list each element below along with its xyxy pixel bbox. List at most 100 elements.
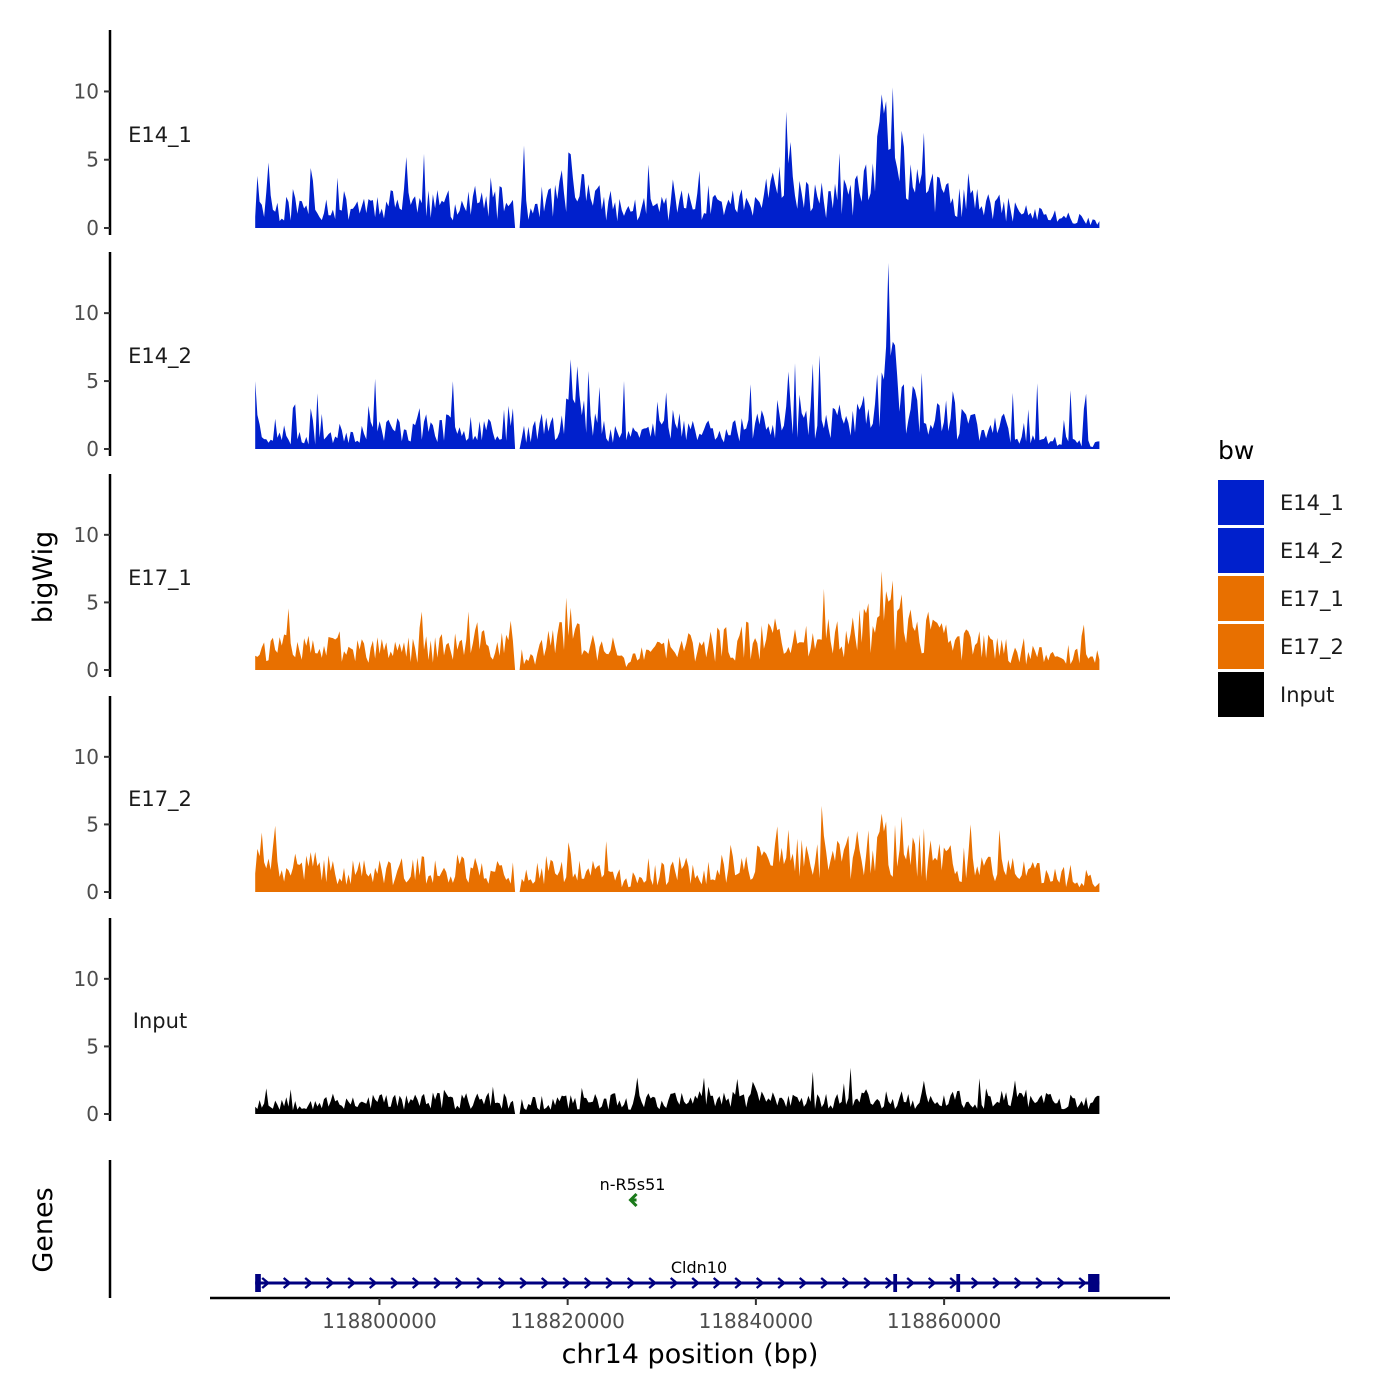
strand-arrow [454, 1277, 464, 1289]
y-tick-label: 10 [74, 523, 99, 547]
legend-swatch [1218, 480, 1264, 525]
y-tick-label: 10 [74, 967, 99, 991]
legend-item-e14-1: E14_1 [1218, 480, 1344, 525]
strand-arrow [433, 1277, 443, 1289]
strand-arrow [411, 1277, 421, 1289]
strand-arrow [562, 1277, 572, 1289]
gene-label: Cldn10 [671, 1258, 727, 1277]
y-tick-label: 10 [74, 745, 99, 769]
y-tick-label: 5 [86, 812, 99, 836]
legend-swatch [1218, 672, 1264, 717]
y-tick-label: 5 [86, 148, 99, 172]
legend-item-e14-2: E14_2 [1218, 528, 1344, 573]
strand-arrow [734, 1277, 744, 1289]
x-tick-label: 118800000 [322, 1309, 437, 1333]
strand-arrow [390, 1277, 400, 1289]
x-axis-title: chr14 position (bp) [562, 1339, 819, 1370]
strand-arrow [1056, 1277, 1066, 1289]
strand-arrow [927, 1277, 937, 1289]
strand-arrow [820, 1277, 830, 1289]
legend-label: E17_1 [1280, 587, 1344, 612]
track-label: Input [133, 1009, 187, 1033]
strand-arrow [304, 1277, 314, 1289]
strand-arrow [970, 1277, 980, 1289]
legend-swatch [1218, 528, 1264, 573]
strand-arrow [282, 1277, 292, 1289]
strand-arrow [540, 1277, 550, 1289]
strand-arrow [841, 1277, 851, 1289]
gene-cldn10: Cldn10 [255, 1258, 1100, 1292]
y-tick-label: 5 [86, 1034, 99, 1058]
signal-area-e14-1 [255, 87, 1100, 229]
strand-arrow [691, 1277, 701, 1289]
legend-label: E14_2 [1280, 539, 1344, 564]
strand-arrow [863, 1277, 873, 1289]
strand-arrow [712, 1277, 722, 1289]
strand-arrow [669, 1277, 679, 1289]
x-axis: 118800000 118820000 118840000 118860000 [210, 1296, 1170, 1333]
legend-label: Input [1280, 683, 1334, 707]
y-tick-label: 10 [74, 79, 99, 103]
y-tick-label: 0 [86, 880, 99, 904]
y-tick-label: 5 [86, 590, 99, 614]
y-tick-label: 10 [74, 301, 99, 325]
strand-arrow [777, 1277, 787, 1289]
legend-item-e17-1: E17_1 [1218, 576, 1344, 621]
strand-arrow [992, 1277, 1002, 1289]
track-label: E14_1 [128, 123, 192, 148]
strand-arrow [648, 1277, 658, 1289]
signal-area-e17-1 [255, 571, 1100, 670]
gene-label: n-R5s51 [600, 1175, 666, 1194]
y-tick-label: 0 [86, 658, 99, 682]
strand-arrow [628, 1192, 638, 1208]
strand-arrow [261, 1277, 271, 1289]
strand-arrow [949, 1277, 959, 1289]
track-label: E14_2 [128, 344, 192, 369]
track-label: E17_1 [128, 566, 192, 591]
strand-arrow [884, 1277, 894, 1289]
strand-arrow [497, 1277, 507, 1289]
legend: bw E14_1 E14_2 E17_1 E17_2 Input [1218, 436, 1344, 717]
strand-arrow [798, 1277, 808, 1289]
x-tick-label: 118820000 [510, 1309, 625, 1333]
exon [956, 1274, 961, 1292]
strand-arrow [1078, 1277, 1088, 1289]
genes-axis-title: Genes [28, 1187, 59, 1272]
y-tick-label: 0 [86, 216, 99, 240]
track-input: 0 5 10 Input [74, 918, 1100, 1126]
x-tick-label: 118860000 [887, 1309, 1002, 1333]
strand-arrow [605, 1277, 615, 1289]
legend-label: E17_2 [1280, 635, 1344, 660]
y-tick-label: 5 [86, 369, 99, 393]
bigwig-tracks: 0 5 10 E14_1 0 5 10 E14_2 0 5 10 E17_1 0 5 10 E17_2 0 5 10… [74, 30, 1100, 1126]
strand-arrow [1013, 1277, 1023, 1289]
y-tick-label: 0 [86, 437, 99, 461]
legend-label: E14_1 [1280, 491, 1344, 516]
track-e14-1: 0 5 10 E14_1 [74, 30, 1100, 240]
legend-title: bw [1218, 436, 1254, 465]
legend-item-e17-2: E17_2 [1218, 624, 1344, 669]
legend-item-input: Input [1218, 672, 1334, 717]
strand-arrow [519, 1277, 529, 1289]
track-e17-2: 0 5 10 E17_2 [74, 696, 1100, 904]
track-e14-2: 0 5 10 E14_2 [74, 252, 1100, 461]
y-axis-title: bigWig [28, 531, 59, 624]
exon [893, 1274, 898, 1292]
strand-arrow [347, 1277, 357, 1289]
gene-track: n-R5s51 Cldn10 [108, 1160, 1100, 1298]
strand-arrow [325, 1277, 335, 1289]
signal-area-input [255, 1067, 1100, 1114]
gene-n-r5s51: n-R5s51 [600, 1175, 666, 1208]
legend-swatch [1218, 624, 1264, 669]
strand-arrow [583, 1277, 593, 1289]
strand-arrow [368, 1277, 378, 1289]
strand-arrow [1035, 1277, 1045, 1289]
exon [255, 1274, 261, 1292]
strand-arrow [755, 1277, 765, 1289]
legend-swatch [1218, 576, 1264, 621]
exon [1088, 1274, 1100, 1292]
y-tick-label: 0 [86, 1102, 99, 1126]
track-label: E17_2 [128, 787, 192, 812]
signal-area-e17-2 [255, 805, 1100, 892]
